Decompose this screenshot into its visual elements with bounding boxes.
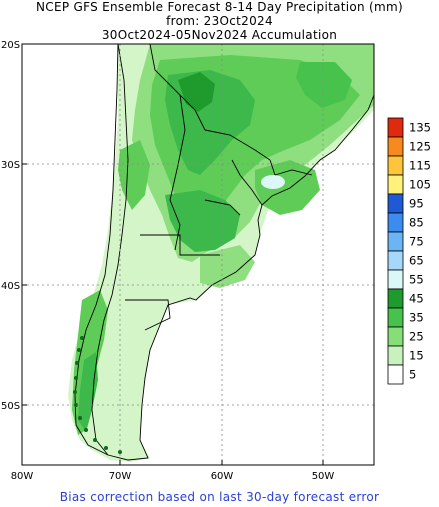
legend-swatch	[387, 136, 404, 157]
legend-label: 95	[409, 197, 424, 211]
legend-label: 65	[409, 254, 424, 268]
legend-label: 35	[409, 311, 424, 325]
latitude-axis: 20S 30S 40S 50S	[1, 40, 27, 412]
legend-swatch	[387, 250, 404, 271]
legend-label: 25	[409, 330, 424, 344]
legend-label: 135	[409, 121, 431, 135]
legend-swatch	[387, 212, 404, 233]
lon-label-50w: 50W	[312, 471, 335, 482]
bias-correction-note: Bias correction based on last 30-day for…	[59, 490, 380, 504]
legend-label: 105	[409, 178, 431, 192]
legend-label: 125	[409, 140, 431, 154]
legend-swatch	[387, 174, 404, 195]
title-line-3: 30Oct2024-05Nov2024 Accumulation	[101, 28, 338, 42]
lat-label-40s: 40S	[1, 281, 20, 292]
legend-label: 55	[409, 273, 424, 287]
legend-swatch	[387, 326, 404, 347]
lon-label-70w: 70W	[109, 471, 132, 482]
legend-swatch	[387, 117, 404, 138]
legend-swatch	[387, 345, 404, 366]
map-frame	[21, 43, 375, 466]
legend-swatch	[387, 269, 404, 290]
patagonia-islands	[73, 336, 122, 454]
lat-label-50s: 50S	[1, 401, 20, 412]
legend-label: 85	[409, 216, 424, 230]
legend-swatch	[387, 231, 404, 252]
legend-swatch	[387, 155, 404, 176]
precipitation-fill	[68, 44, 374, 462]
lon-label-60w: 60W	[211, 471, 234, 482]
legend-label: 75	[409, 235, 424, 249]
legend-label: 15	[409, 349, 424, 363]
lat-label-30s: 30S	[1, 160, 20, 171]
lon-label-80w: 80W	[11, 471, 34, 482]
gridlines	[22, 44, 374, 465]
title-line-2: from: 23Oct2024	[166, 14, 273, 28]
legend-swatch	[387, 288, 404, 309]
lat-label-20s: 20S	[1, 40, 20, 51]
legend-label: 5	[409, 368, 416, 382]
map-title: NCEP GFS Ensemble Forecast 8-14 Day Prec…	[0, 0, 439, 42]
legend-swatch	[387, 307, 404, 328]
legend-swatch	[387, 193, 404, 214]
legend-label: 115	[409, 159, 431, 173]
color-legend: 135 125 115 105 95 85 75 65 55 45 35 25 15 5	[387, 117, 431, 385]
title-line-1: NCEP GFS Ensemble Forecast 8-14 Day Prec…	[36, 0, 403, 14]
legend-label: 45	[409, 292, 424, 306]
legend-swatch	[387, 364, 404, 385]
longitude-axis: 80W 70W 60W 50W	[11, 460, 335, 482]
